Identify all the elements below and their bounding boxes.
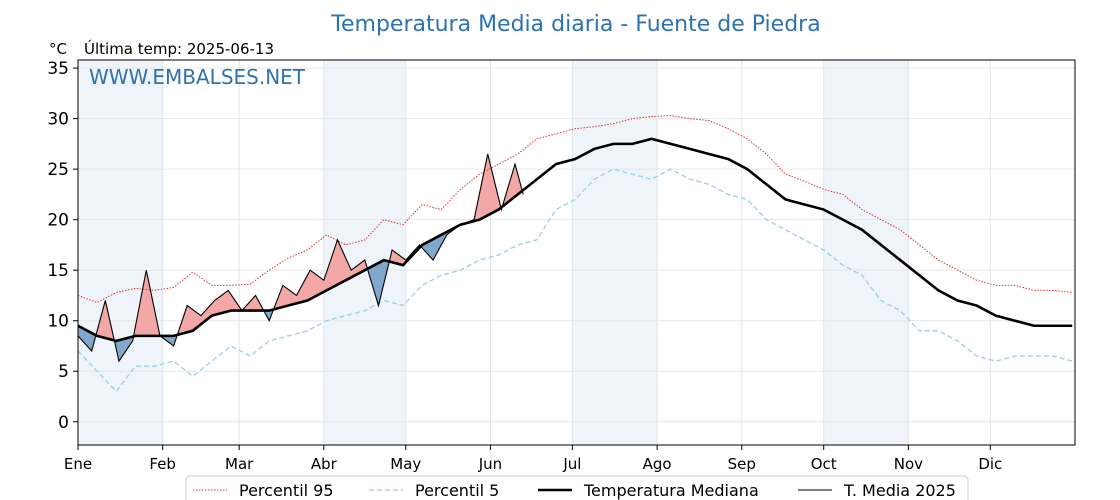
watermark: WWW.EMBALSES.NET [89, 65, 306, 89]
last-temp-label: Última temp: 2025-06-13 [84, 39, 274, 58]
x-tick-label: Jun [478, 455, 502, 473]
below-median-fill [114, 336, 133, 362]
x-tick-label: Oct [811, 455, 837, 473]
legend-box [185, 475, 969, 500]
chart-title: Temperatura Media diaria - Fuente de Pie… [330, 12, 820, 37]
plot-area: 0 5 10 15 20 25 30 35 Ene Feb Mar Abr May Jun Jul Ago Se… [47, 59, 1076, 473]
x-tick-label: Dic [978, 455, 1002, 473]
plot-frame [77, 59, 1076, 446]
y-tick-label: 5 [58, 362, 69, 382]
above-median-fill [274, 239, 367, 310]
x-tick-label: May [390, 455, 421, 473]
below-median-fill [78, 325, 96, 352]
current-year-line [77, 153, 524, 363]
y-tick-label: 35 [47, 59, 69, 79]
unit-label: °C [49, 40, 67, 58]
above-median-fill [460, 153, 501, 225]
legend-entry-percentile-5-label: Percentil 5 [415, 481, 499, 500]
y-tick-label: 10 [47, 312, 69, 332]
x-tick-label: Jul [562, 455, 581, 473]
y-tick-label: 20 [47, 211, 69, 231]
x-tick-label: Ene [64, 455, 92, 473]
y-tick-label: 25 [47, 160, 69, 180]
above-median-fill [502, 164, 522, 207]
below-median-fill [161, 335, 177, 346]
x-tick-label: Ago [643, 455, 672, 473]
legend-entry-percentile-95-label: Percentil 95 [239, 481, 334, 500]
y-tick-label: 0 [58, 413, 69, 433]
y-tick-label: 15 [47, 261, 69, 281]
below-median-fill [420, 225, 460, 261]
below-median-fill [265, 309, 274, 321]
month-band-3 [823, 60, 909, 445]
below-median-fill [367, 260, 389, 306]
x-tick-label: Mar [225, 455, 254, 473]
month-band-2 [572, 60, 658, 445]
month-band-0 [78, 60, 163, 445]
x-tick-label: Feb [149, 455, 176, 473]
x-tick-label: Sep [728, 455, 756, 473]
x-tick-label: Abr [311, 455, 338, 473]
above-median-fill [389, 244, 420, 266]
x-tick-label: Nov [894, 455, 923, 473]
legend: Percentil 95 Percentil 5 Temperatura Media… [185, 475, 969, 500]
legend-entry-median-label: Temperatura Mediana [583, 481, 759, 500]
y-tick-label: 30 [47, 110, 69, 130]
above-median-fill [97, 300, 114, 341]
legend-entry-current-year-label: T. Media 2025 [843, 481, 956, 500]
percentile-95-line [77, 115, 1073, 304]
median-line [77, 137, 1073, 343]
above-median-fill [133, 270, 160, 337]
